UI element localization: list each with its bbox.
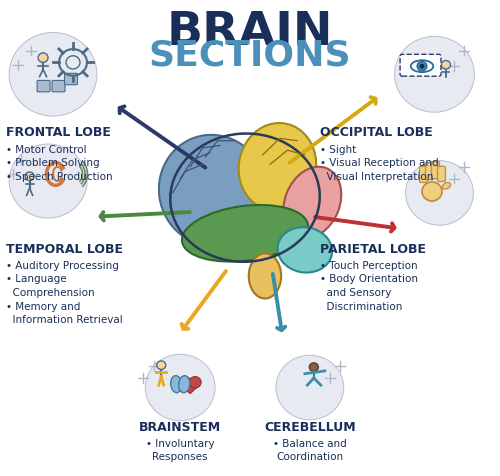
FancyBboxPatch shape bbox=[420, 166, 428, 182]
Circle shape bbox=[9, 144, 87, 218]
Text: SECTIONS: SECTIONS bbox=[148, 39, 352, 73]
Text: BRAINSTEM: BRAINSTEM bbox=[139, 421, 222, 434]
Ellipse shape bbox=[442, 182, 450, 189]
Ellipse shape bbox=[238, 123, 316, 210]
Text: BRAIN: BRAIN bbox=[167, 10, 333, 55]
Ellipse shape bbox=[411, 60, 433, 72]
Circle shape bbox=[420, 64, 424, 69]
Ellipse shape bbox=[170, 376, 181, 393]
Text: • Motor Control
• Problem Solving
• Speech Production: • Motor Control • Problem Solving • Spee… bbox=[6, 145, 112, 182]
FancyBboxPatch shape bbox=[52, 80, 65, 92]
Text: • Sight
• Visual Reception and
  Visual Interpretation: • Sight • Visual Reception and Visual In… bbox=[320, 145, 438, 182]
Circle shape bbox=[189, 377, 201, 388]
Circle shape bbox=[38, 53, 48, 62]
Circle shape bbox=[157, 361, 166, 369]
Ellipse shape bbox=[278, 227, 332, 273]
Text: • Auditory Processing
• Language
  Comprehension
• Memory and
  Information Retr: • Auditory Processing • Language Compreh… bbox=[6, 261, 122, 325]
Ellipse shape bbox=[178, 376, 190, 393]
Circle shape bbox=[146, 354, 215, 421]
Circle shape bbox=[394, 36, 474, 112]
Text: OCCIPITAL LOBE: OCCIPITAL LOBE bbox=[320, 127, 432, 139]
Text: FRONTAL LOBE: FRONTAL LOBE bbox=[6, 127, 110, 139]
Circle shape bbox=[417, 61, 427, 71]
Text: TEMPORAL LOBE: TEMPORAL LOBE bbox=[6, 243, 122, 256]
Ellipse shape bbox=[284, 167, 342, 238]
Ellipse shape bbox=[159, 135, 266, 246]
Circle shape bbox=[406, 160, 473, 225]
Text: • Involuntary
Responses: • Involuntary Responses bbox=[146, 439, 214, 462]
FancyBboxPatch shape bbox=[432, 161, 440, 178]
Ellipse shape bbox=[422, 182, 442, 201]
Text: PARIETAL LOBE: PARIETAL LOBE bbox=[320, 243, 426, 256]
Circle shape bbox=[276, 355, 344, 420]
FancyBboxPatch shape bbox=[37, 80, 50, 92]
Ellipse shape bbox=[249, 253, 281, 298]
Text: CEREBELLUM: CEREBELLUM bbox=[264, 421, 356, 434]
FancyBboxPatch shape bbox=[64, 73, 78, 85]
Circle shape bbox=[25, 172, 34, 180]
Ellipse shape bbox=[182, 205, 308, 261]
Text: • Balance and
Coordination: • Balance and Coordination bbox=[273, 439, 346, 462]
FancyBboxPatch shape bbox=[426, 162, 434, 179]
Polygon shape bbox=[180, 384, 200, 394]
Circle shape bbox=[310, 363, 318, 371]
FancyBboxPatch shape bbox=[438, 166, 446, 181]
Text: • Touch Perception
• Body Orientation
  and Sensory
  Discrimination: • Touch Perception • Body Orientation an… bbox=[320, 261, 418, 312]
Circle shape bbox=[179, 377, 191, 388]
Circle shape bbox=[9, 32, 97, 116]
FancyBboxPatch shape bbox=[400, 54, 441, 76]
Circle shape bbox=[442, 60, 450, 69]
